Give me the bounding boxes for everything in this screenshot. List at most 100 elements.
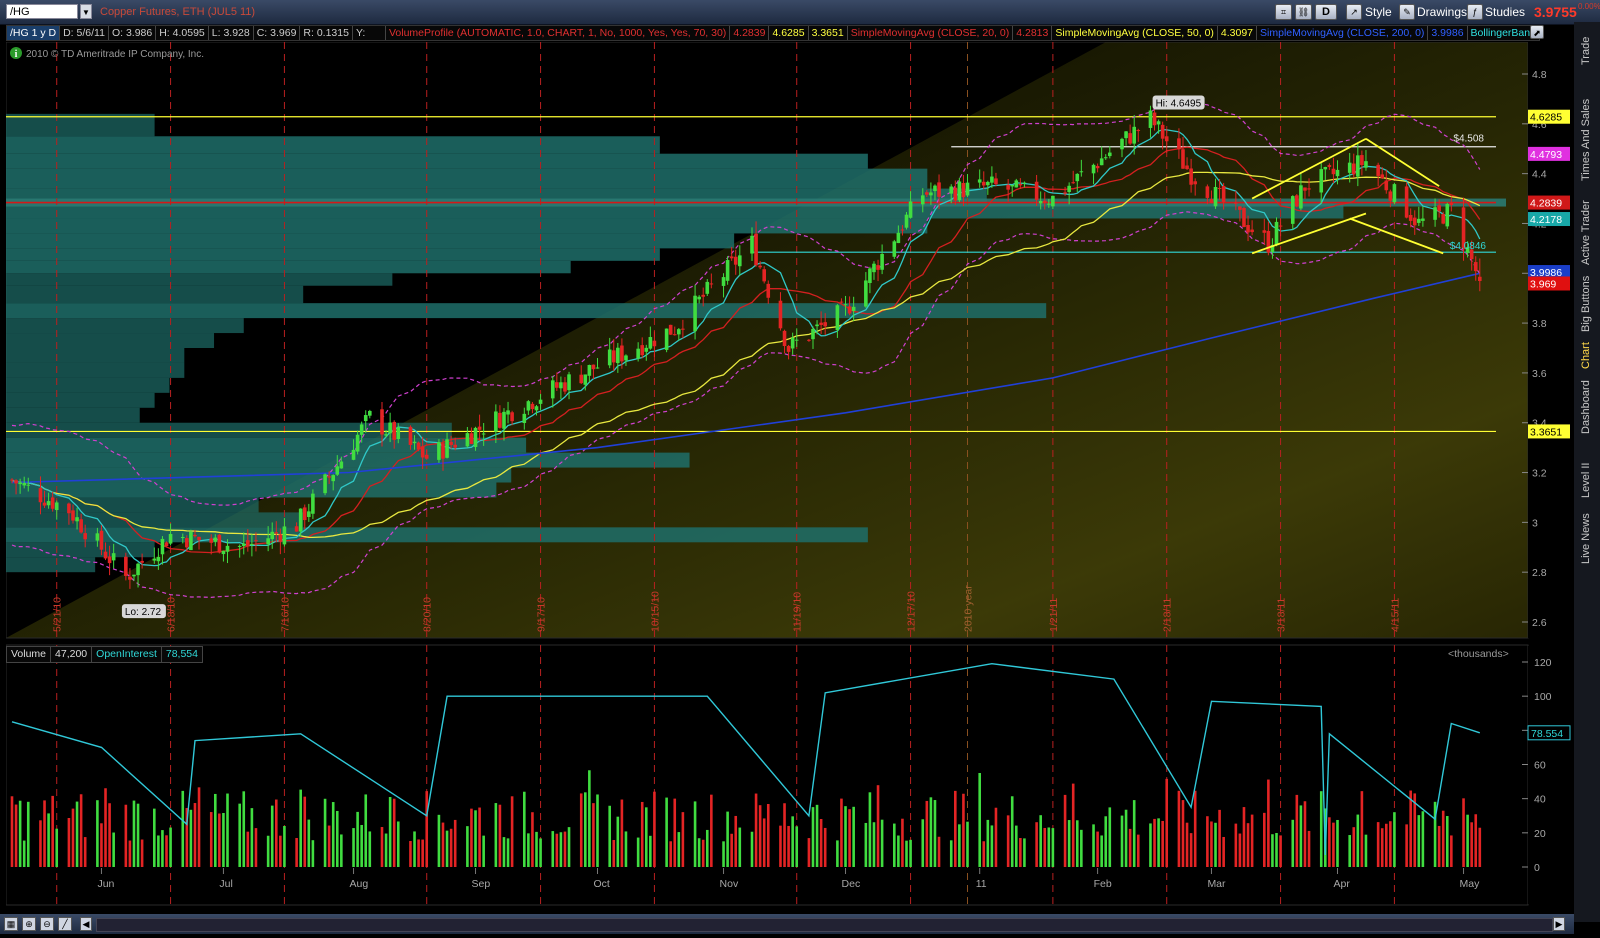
candle-body bbox=[1331, 168, 1336, 175]
volume-label[interactable]: Volume bbox=[6, 646, 52, 663]
side-tab-dashboard[interactable]: Dashboard bbox=[1580, 379, 1592, 434]
candle-body bbox=[778, 300, 783, 329]
sma200-study[interactable]: SimpleMovingAvg (CLOSE, 200, 0) bbox=[1257, 26, 1429, 40]
volume-bar bbox=[283, 825, 286, 867]
month-label: Nov bbox=[720, 878, 739, 890]
side-tab-big-buttons[interactable]: Big Buttons bbox=[1580, 275, 1592, 333]
bollinger-lower bbox=[11, 211, 1481, 599]
scroll-left-icon[interactable]: ◀ bbox=[80, 917, 92, 931]
candle-body bbox=[587, 365, 592, 376]
side-tab-live-news[interactable]: Live News bbox=[1580, 513, 1592, 564]
price-tick-label: 3 bbox=[1532, 517, 1538, 529]
volume-panel-header: Volume 47,200 OpenInterest 78,554 bbox=[6, 646, 203, 663]
sma50-study[interactable]: SimpleMovingAvg (CLOSE, 50, 0) bbox=[1052, 26, 1218, 40]
bollinger-study[interactable]: BollingerBand. bbox=[1468, 26, 1539, 40]
symbol-input[interactable]: /HG bbox=[6, 4, 78, 19]
volume-bar bbox=[1019, 837, 1022, 867]
candle-body bbox=[815, 324, 819, 327]
volume-bar bbox=[649, 835, 652, 867]
candle-body bbox=[95, 533, 100, 541]
volume-bar bbox=[1136, 834, 1140, 867]
month-labels: Jun Jul Aug Sep Oct Nov Dec 11 Feb Mar Apr May bbox=[97, 868, 1480, 890]
price-axis: 4.84.64.44.243.83.63.43.232.82.6 bbox=[1522, 42, 1574, 638]
candle-body bbox=[652, 340, 657, 347]
candle-body bbox=[1156, 121, 1161, 125]
volume-bar bbox=[1006, 815, 1010, 867]
candle-body bbox=[709, 283, 714, 285]
sma20-study[interactable]: SimpleMovingAvg (CLOSE, 20, 0) bbox=[848, 26, 1014, 40]
side-tab-times-and-sales[interactable]: Times And Sales bbox=[1580, 98, 1592, 181]
profile-row bbox=[6, 136, 660, 154]
candle-body bbox=[132, 574, 136, 577]
volume-bar bbox=[852, 806, 855, 867]
aggregation-button[interactable]: D bbox=[1315, 4, 1337, 20]
chart-settings-icon[interactable]: ⬈ bbox=[1530, 25, 1544, 39]
candle-body bbox=[189, 531, 193, 551]
candle-body bbox=[1246, 225, 1250, 233]
candle-body bbox=[453, 444, 457, 448]
side-tab-active-trader[interactable]: Active Trader bbox=[1580, 199, 1592, 265]
side-tab-trade[interactable]: Trade bbox=[1580, 36, 1592, 65]
volume-bar bbox=[762, 818, 766, 867]
volume-bar bbox=[157, 835, 160, 867]
profile-row bbox=[6, 248, 660, 261]
candle-body bbox=[1034, 181, 1039, 200]
symbol-dropdown-icon[interactable]: ▼ bbox=[80, 4, 92, 19]
side-tab-chart[interactable]: Chart bbox=[1580, 342, 1592, 369]
style-menu[interactable]: Style bbox=[1365, 5, 1392, 19]
candle-body bbox=[246, 540, 250, 547]
date-label: 12/17/10 bbox=[906, 591, 918, 632]
studies-icon[interactable]: ƒ bbox=[1467, 4, 1483, 20]
open-interest-label[interactable]: OpenInterest bbox=[92, 646, 162, 663]
candle-body bbox=[1303, 187, 1307, 191]
volume-bar bbox=[1393, 812, 1396, 867]
style-icon[interactable]: ↗ bbox=[1346, 4, 1362, 20]
candle-body bbox=[567, 374, 571, 391]
volume-bar bbox=[1080, 829, 1083, 867]
candle-body bbox=[408, 426, 413, 445]
volume-bar bbox=[933, 800, 937, 867]
link-icon[interactable]: ⛓ bbox=[1295, 4, 1312, 20]
zoom-out-icon[interactable]: ⊖ bbox=[40, 917, 54, 931]
candle-body bbox=[904, 214, 909, 228]
side-tab-level-ii[interactable]: Level II bbox=[1580, 462, 1592, 498]
grid-icon[interactable]: ▦ bbox=[4, 917, 18, 931]
price-tick-label: 2.6 bbox=[1532, 617, 1547, 629]
volume-bar bbox=[644, 807, 648, 867]
candle-body bbox=[839, 301, 844, 303]
volume-bar bbox=[498, 804, 502, 867]
volume-bar bbox=[112, 832, 115, 867]
candle-body bbox=[1473, 262, 1478, 272]
price-tick-label: 2.8 bbox=[1532, 567, 1547, 579]
price-chart[interactable]: 4.84.64.44.243.83.63.43.232.82.6 4.62854… bbox=[6, 42, 1574, 912]
pan-icon[interactable]: ╱ bbox=[58, 917, 72, 931]
candle-body bbox=[1380, 174, 1385, 179]
studies-menu[interactable]: Studies bbox=[1485, 5, 1526, 19]
period-label[interactable]: /HG 1 y D bbox=[7, 26, 61, 40]
volume-bar bbox=[51, 795, 54, 867]
chart-scrollbar[interactable] bbox=[96, 918, 1553, 932]
candle-body bbox=[1128, 133, 1132, 144]
volume-bar bbox=[1364, 834, 1368, 867]
scroll-right-icon[interactable]: ▶ bbox=[1553, 917, 1565, 931]
candle-body bbox=[1319, 169, 1324, 193]
candle-body bbox=[1099, 158, 1104, 166]
candle-body bbox=[1234, 202, 1238, 204]
candle-body bbox=[1221, 186, 1226, 203]
volume-bar bbox=[1218, 809, 1221, 867]
volume-bar bbox=[1108, 807, 1112, 867]
drawings-icon[interactable]: ✎ bbox=[1399, 4, 1415, 20]
drawings-menu[interactable]: Drawings bbox=[1417, 5, 1468, 19]
candle-body bbox=[1307, 188, 1311, 190]
profile-row bbox=[6, 218, 928, 234]
zoom-in-icon[interactable]: ⊕ bbox=[22, 917, 36, 931]
volume-bar bbox=[1384, 823, 1388, 867]
volume-bar bbox=[1336, 819, 1339, 867]
volume-profile-study[interactable]: VolumeProfile (AUTOMATIC, 1.0, CHART, 1,… bbox=[386, 26, 731, 40]
drawing-tool-icon[interactable]: ⌗ bbox=[1275, 4, 1292, 20]
volume-bar bbox=[323, 798, 327, 867]
candle-body bbox=[1051, 195, 1055, 207]
profile-row bbox=[6, 113, 155, 137]
info-icon[interactable]: i bbox=[10, 47, 22, 60]
candle-body bbox=[725, 260, 730, 281]
